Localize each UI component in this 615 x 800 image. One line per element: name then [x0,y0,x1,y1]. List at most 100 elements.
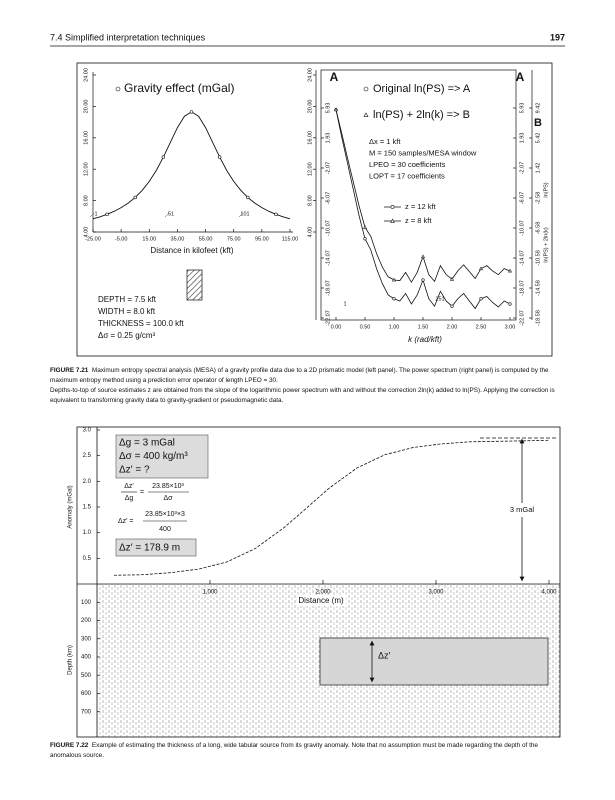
y-tick-label: 1.93 [519,133,525,144]
x-tick-label: 4,000 [541,590,557,596]
y-tick-label: 2.0 [83,479,92,485]
data-point [508,302,512,306]
label-backing [502,503,542,517]
x-tick-label: 0.00 [331,324,342,330]
page-number: 197 [550,32,565,42]
data-point [246,195,250,200]
y-tick-label: 12.00 [307,162,313,176]
legend-label: z = 8 kft [405,216,432,225]
y-tick-label: 20.00 [83,100,89,114]
y-tick-label: 500 [81,673,92,679]
data-point [105,212,109,217]
x-tick-label: 2,000 [315,590,331,596]
y-tick-label: -10.07 [325,220,331,236]
thickness-label: Δz′ [378,650,391,660]
y-tick-label: -14.07 [325,250,331,266]
point-leader [89,212,95,218]
x-tick-label: 115.00 [282,236,298,242]
given-box [115,434,209,479]
point-label: 51 [168,211,174,217]
x-tick-label: 1.00 [389,324,400,330]
formula-part: 400 [159,526,171,533]
parameter: LPEO = 30 coefficients [369,160,446,169]
y2-tick-label: -10.58 [535,250,541,266]
parameter: LOPT = 17 coefficients [369,171,445,180]
x-axis-label: Distance (m) [298,596,344,605]
anomaly-curve [113,439,550,576]
source-body [319,637,549,686]
model-parameter: DEPTH = 7.5 kft [98,295,157,304]
data-point [421,278,425,282]
data-point [363,237,367,241]
legend-label: z = 12 kft [405,202,437,211]
curve-label: A [330,70,339,84]
data-point [478,266,484,271]
x-tick-label: 35.00 [171,236,185,242]
result: Δz′ = 178.9 m [119,543,180,554]
data-point [333,107,339,112]
section-title: 7.4 Simplified interpretation techniques [50,32,206,42]
legend-marker [363,86,369,92]
y-axis-label: Anomaly (mGal) [68,485,74,528]
panel-title: Gravity effect (mGal) [124,81,234,95]
figure-frame [76,62,553,357]
parameter: M = 150 samples/MESA window [369,148,477,157]
caption-paragraph: FIGURE 7.22 Example of estimating the th… [50,741,565,761]
y-axis-label: ln(PS) [543,182,549,197]
y2-tick-label: -2.58 [535,192,541,205]
gravity-curve [92,111,291,220]
y2-tick-label: -18.58 [535,310,541,326]
caption-text: Maximum entropy spectral analysis (MESA)… [50,367,549,384]
point-label: 1 [343,301,346,307]
figure-frame [76,426,561,738]
y-tick-label: 2.5 [83,453,92,459]
formula-part: = [140,489,144,496]
y-tick-label: -2.07 [325,162,331,175]
x-tick-label: 1.50 [418,324,429,330]
data-point [189,110,194,114]
legend-marker [390,218,395,223]
y2-tick-label: 5.42 [535,133,541,144]
y-tick-label: 1.93 [325,133,331,144]
legend-marker [363,112,369,117]
y2-tick-label: -14.58 [535,280,541,296]
caption-paragraph: Depths-to-top of source estimates z are … [50,386,565,406]
formula-part: Δg [125,495,134,502]
model-body [186,269,203,301]
x-tick-label: 2.50 [476,324,487,330]
data-point [507,268,513,273]
panel-frame [320,69,517,321]
y-tick-label: 4.00 [83,227,89,238]
given-value: Δz′ = ? [119,465,150,476]
y-tick-label: 1.5 [83,505,92,511]
x-tick-label: 95.00 [255,236,269,242]
y-tick-label: 8.00 [83,195,89,206]
data-point [420,254,426,259]
model-parameter: THICKNESS = 100.0 kft [98,319,184,328]
y-tick-label: 100 [81,600,92,606]
caption-label: FIGURE 7.21 [50,367,89,374]
data-point [274,212,278,217]
x-tick-label: 3,000 [428,590,444,596]
curve-label: A [516,70,525,84]
y-tick-label: -14.07 [519,250,525,266]
y-tick-label: 16.00 [83,131,89,145]
y-tick-label: -18.07 [519,280,525,296]
caption: FIGURE 7.22 Example of estimating the th… [50,741,565,761]
y-tick-label: 600 [81,691,92,697]
y-tick-label: -6.07 [519,192,525,205]
parameter: Δx = 1 kft [369,137,401,146]
y-tick-label: -18.07 [325,280,331,296]
y2-tick-label: 9.42 [535,103,541,114]
y-tick-label: 16.00 [307,131,313,145]
y-tick-label: 5.93 [519,103,525,114]
data-point [450,304,454,308]
given-value: Δg = 3 mGal [119,438,175,449]
y-tick-label: 3.0 [83,428,92,434]
y-tick-label: 1.0 [83,530,92,536]
data-point [161,155,166,159]
legend-marker [390,205,395,209]
y-tick-label: -22.07 [519,310,525,326]
